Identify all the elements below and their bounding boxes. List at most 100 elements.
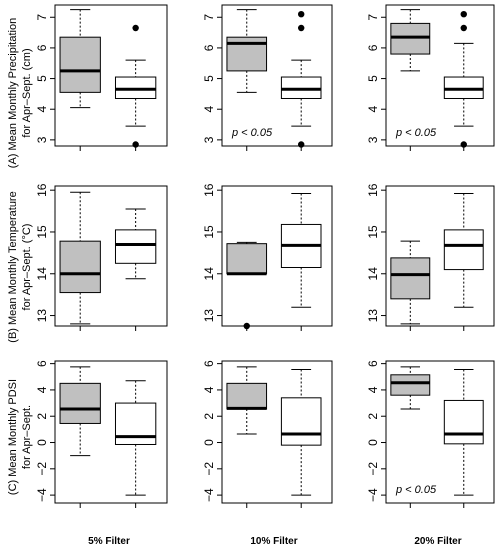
row-label-c-line2: for Apr–Sept.: [21, 405, 33, 469]
significance-annotation: p < 0.05: [395, 484, 437, 496]
interquartile-box: [443, 229, 484, 271]
y-tick-label: 15: [366, 225, 380, 239]
panel-r1-c1: 3 4 5 6 7: [35, 4, 168, 151]
y-tick-label: 13: [35, 309, 49, 323]
y-tick-label: −4: [35, 488, 49, 502]
row-label-b-line1: (B) Mean Monthly Temperature: [7, 191, 19, 342]
outlier-point: [298, 141, 305, 148]
box-all: [280, 193, 322, 331]
box-all: [114, 24, 157, 151]
box-filtered: [226, 366, 268, 508]
box-all: [443, 369, 484, 508]
panel-r2-c3: 13 14 15 16: [366, 183, 495, 331]
column-label-10pct: 10% Filter: [250, 536, 297, 547]
outlier-point: [460, 10, 467, 18]
y-tick-label: 4: [366, 106, 380, 113]
interquartile-box: [443, 399, 484, 445]
interquartile-box: [226, 243, 268, 275]
panel-frame: [385, 4, 495, 147]
y-tick-label: 2: [35, 413, 49, 420]
panel-frame: [385, 360, 495, 504]
row-label-c: (C) Mean Monthly PDSI for Apr–Sept.: [7, 379, 33, 495]
panel-frame: [54, 4, 168, 147]
box-all: [114, 208, 157, 331]
y-tick-label: 6: [35, 360, 49, 367]
panel-r3-c2: −4 −2 0 2 4 6: [202, 360, 333, 508]
row-label-b: (B) Mean Monthly Temperature for Apr–Sep…: [7, 191, 33, 342]
y-tick-label: 5: [202, 75, 216, 82]
interquartile-box: [226, 382, 268, 410]
panel-frame: [385, 185, 495, 327]
column-label-20pct: 20% Filter: [414, 536, 461, 547]
box-all: [443, 193, 484, 331]
row-label-a: (A) Mean Monthly Precipitation for Apr–S…: [7, 18, 33, 168]
panel-r3-c3: −4 −2 0 2 4 6 p < 0.05: [366, 360, 495, 508]
panel-frame: [54, 360, 168, 504]
interquartile-box: [280, 76, 322, 99]
outlier-point: [460, 24, 467, 32]
interquartile-box: [280, 397, 322, 446]
panel-r2-c2: 13 14 15 16: [202, 183, 333, 331]
panel-r2-c1: 13 14 15 16: [35, 183, 168, 331]
y-tick-label: 6: [35, 44, 49, 51]
box-filtered: [390, 240, 431, 331]
column-label-5pct: 5% Filter: [88, 536, 130, 547]
y-tick-label: 2: [202, 413, 216, 420]
y-tick-label: 6: [366, 44, 380, 51]
outlier-point: [243, 322, 250, 330]
y-tick-label: 5: [35, 75, 49, 82]
box-filtered: [59, 366, 101, 508]
significance-annotation: p < 0.05: [395, 127, 437, 139]
panel-r1-c3: 3 4 5 6 7 p < 0.05: [366, 4, 495, 151]
y-tick-label: 6: [202, 360, 216, 367]
y-tick-label: 3: [202, 136, 216, 143]
y-tick-label: 0: [202, 439, 216, 446]
y-tick-label: 14: [202, 267, 216, 281]
y-tick-label: 3: [366, 136, 380, 143]
panel-frame: [54, 185, 168, 327]
y-tick-label: 7: [35, 14, 49, 21]
y-tick-label: −2: [202, 462, 216, 476]
y-tick-label: 15: [35, 225, 49, 239]
panel-frame: [221, 185, 333, 327]
y-tick-label: 4: [202, 106, 216, 113]
interquartile-box: [114, 402, 157, 445]
row-label-b-line2: for Apr–Sept. (°C): [21, 224, 33, 311]
y-tick-label: 6: [366, 360, 380, 367]
y-tick-label: 4: [366, 386, 380, 393]
row-label-c-line1: (C) Mean Monthly PDSI: [7, 379, 19, 495]
panel-frame: [221, 4, 333, 147]
y-tick-label: 2: [366, 413, 380, 420]
interquartile-box: [390, 374, 431, 396]
box-filtered: [59, 191, 101, 331]
box-filtered: [59, 9, 101, 151]
y-tick-label: 14: [35, 267, 49, 281]
box-filtered: [226, 241, 268, 331]
y-tick-label: 7: [366, 14, 380, 21]
y-tick-label: 7: [202, 14, 216, 21]
interquartile-box: [114, 76, 157, 99]
box-filtered: [390, 366, 431, 508]
interquartile-box: [59, 382, 101, 424]
row-label-a-line1: (A) Mean Monthly Precipitation: [7, 18, 19, 168]
box-all: [114, 380, 157, 508]
y-tick-label: 6: [202, 44, 216, 51]
y-tick-label: 16: [202, 183, 216, 197]
interquartile-box: [390, 257, 431, 300]
y-tick-label: 4: [35, 386, 49, 393]
interquartile-box: [114, 229, 157, 264]
box-all: [443, 10, 484, 151]
y-tick-label: 15: [202, 225, 216, 239]
row-label-a-line2: for Apr–Sept. (cm): [21, 48, 33, 137]
y-tick-label: −4: [202, 488, 216, 502]
y-tick-label: 16: [35, 183, 49, 197]
box-filtered: [226, 9, 268, 151]
y-tick-label: 0: [366, 439, 380, 446]
interquartile-box: [390, 22, 431, 55]
interquartile-box: [59, 36, 101, 93]
y-tick-label: −2: [366, 462, 380, 476]
y-tick-label: −4: [366, 488, 380, 502]
outlier-point: [132, 141, 139, 148]
y-tick-label: −2: [35, 462, 49, 476]
panel-r1-c2: 3 4 5 6 7 p < 0.05: [202, 4, 333, 151]
